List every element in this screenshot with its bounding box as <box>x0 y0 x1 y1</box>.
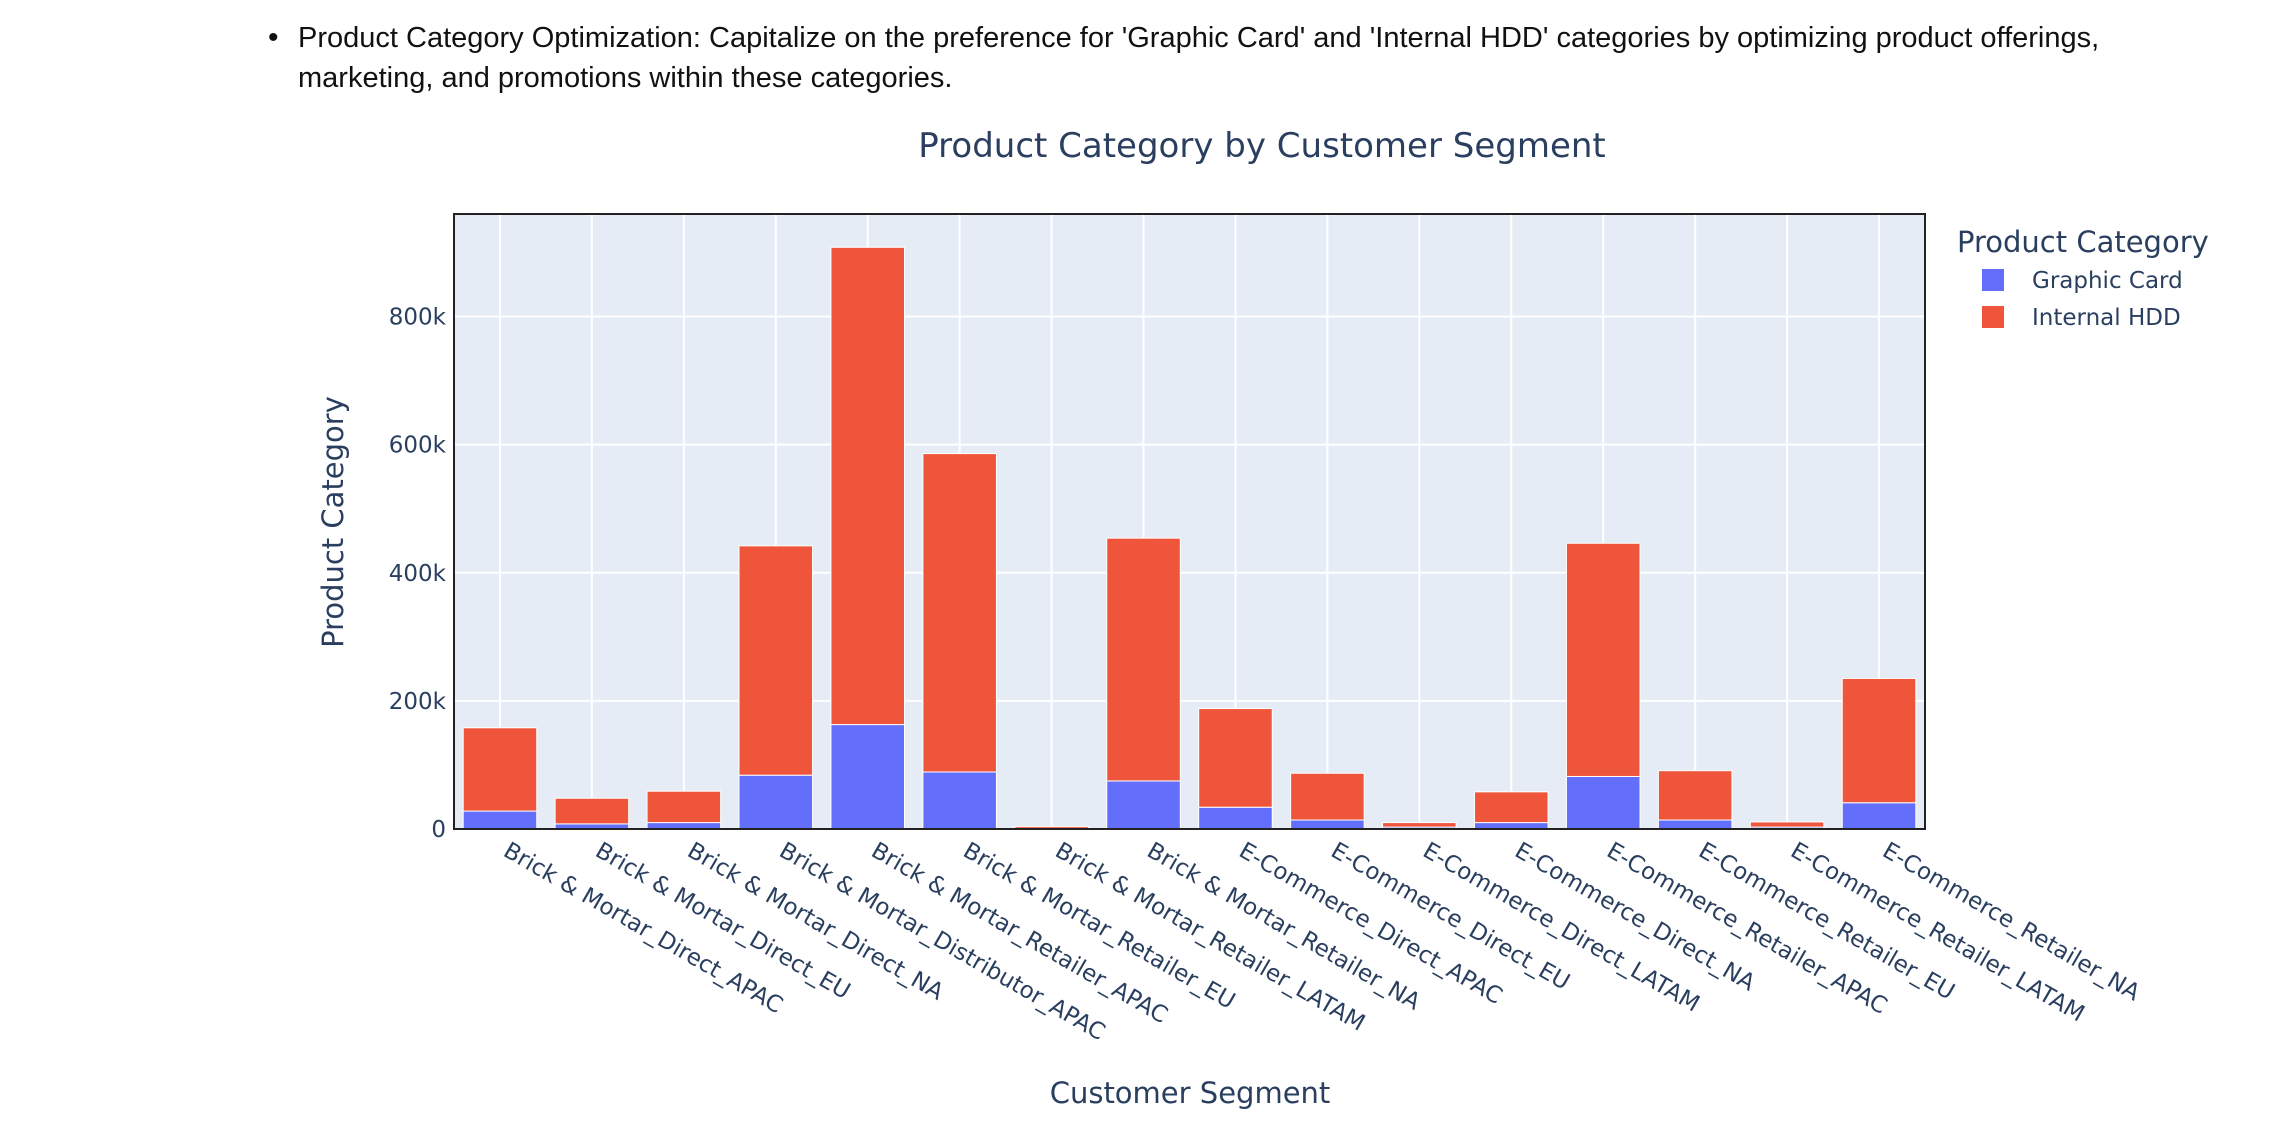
bar-internal-hdd <box>554 797 630 825</box>
bar-internal-hdd <box>922 453 997 773</box>
bar-internal-hdd <box>1106 537 1181 782</box>
y-tick-label: 800k <box>389 305 447 331</box>
x-axis-title: Customer Segment <box>1050 1076 1331 1110</box>
legend-label-graphic-card: Graphic Card <box>2032 268 2183 294</box>
bar-internal-hdd <box>1565 542 1641 777</box>
bar-internal-hdd <box>1474 791 1549 824</box>
legend-swatch-graphic-card <box>1982 269 2004 291</box>
bar-graphic-card <box>738 774 814 830</box>
legend-swatch-internal-hdd <box>1982 306 2004 328</box>
bar-graphic-card <box>462 810 538 830</box>
y-tick-label: 0 <box>431 817 446 843</box>
bar-internal-hdd <box>1749 821 1825 828</box>
bar-internal-hdd <box>1382 822 1457 828</box>
bar-internal-hdd <box>830 246 905 726</box>
bar-graphic-card <box>1841 802 1917 830</box>
y-tick-label: 600k <box>389 433 447 459</box>
legend-title: Product Category <box>1957 225 2209 259</box>
bar-internal-hdd <box>1657 770 1733 821</box>
bar-internal-hdd <box>738 545 814 776</box>
bars <box>462 246 1917 830</box>
y-tick-label: 200k <box>389 689 447 715</box>
bar-internal-hdd <box>1841 677 1917 804</box>
legend: Product Category Graphic Card Internal HD… <box>1957 225 2209 331</box>
y-axis-ticks: 0 200k 400k 600k 800k <box>389 305 447 844</box>
bar-graphic-card <box>1565 775 1641 830</box>
bar-internal-hdd <box>646 790 722 824</box>
bar-graphic-card <box>922 771 997 830</box>
insight-bullet: • Product Category Optimization: Capital… <box>268 18 2230 98</box>
bar-internal-hdd <box>462 727 538 812</box>
bullet-text: Product Category Optimization: Capitaliz… <box>298 22 2100 94</box>
bar-graphic-card <box>1106 780 1181 830</box>
bar-internal-hdd <box>1290 772 1365 821</box>
bar-graphic-card <box>830 724 905 830</box>
plot-area <box>454 214 1925 829</box>
chart-title: Product Category by Customer Segment <box>918 126 1606 166</box>
bar-graphic-card <box>1290 819 1365 830</box>
plot-frame <box>453 213 1926 830</box>
bar-graphic-card <box>1657 819 1733 830</box>
bar-internal-hdd <box>1198 708 1273 808</box>
bar-graphic-card <box>1198 806 1273 830</box>
y-tick-label: 400k <box>389 561 447 587</box>
legend-label-internal-hdd: Internal HDD <box>2032 305 2181 331</box>
y-axis-title: Product Category <box>316 396 350 648</box>
bullet-marker: • <box>268 21 279 54</box>
gridlines <box>454 214 1925 829</box>
